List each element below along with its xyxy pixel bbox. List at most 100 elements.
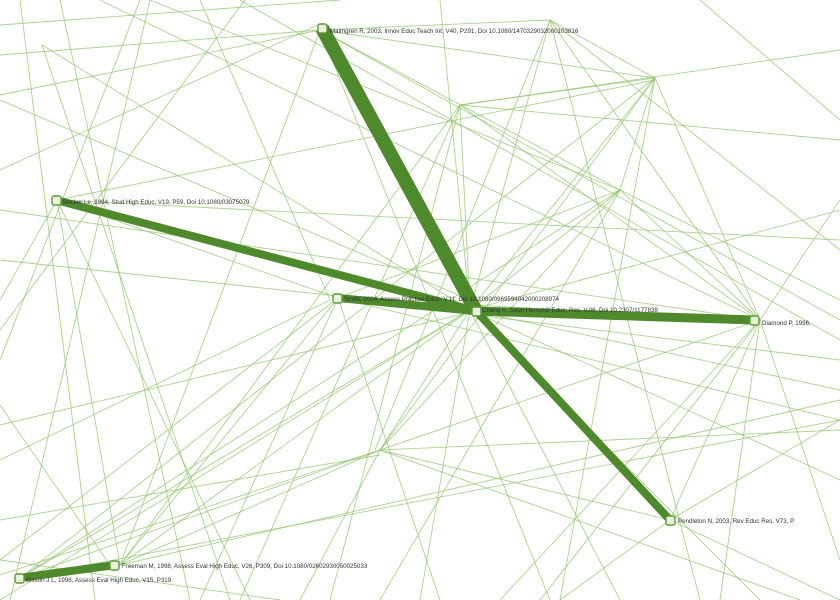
network-edge-92 xyxy=(379,189,621,600)
network-edge-86 xyxy=(19,189,621,579)
network-edge-12 xyxy=(0,199,58,301)
strong-link-2 xyxy=(337,294,477,315)
network-edge-77 xyxy=(759,199,840,321)
network-edge-9 xyxy=(0,454,381,521)
network-edge-94 xyxy=(469,209,840,311)
network-edge-74 xyxy=(337,189,621,299)
network-edge-75 xyxy=(337,297,441,600)
network-edge-78 xyxy=(669,319,761,521)
network-edge-30 xyxy=(319,29,551,600)
network-edge-58 xyxy=(19,449,381,579)
network-edge-44 xyxy=(469,77,656,311)
node-bottom[interactable] xyxy=(109,560,120,571)
heavy-edges-layer xyxy=(18,24,755,582)
network-edge-35 xyxy=(329,104,461,600)
network-edge-56 xyxy=(379,429,840,451)
network-edge-70 xyxy=(119,297,339,566)
node-mid[interactable] xyxy=(332,293,343,304)
node-hub[interactable] xyxy=(471,306,482,317)
network-edge-48 xyxy=(654,77,761,321)
network-edge-22 xyxy=(56,199,121,566)
network-edge-84 xyxy=(559,519,671,600)
network-edge-0 xyxy=(0,27,331,96)
network-edge-34 xyxy=(459,104,761,321)
network-edge-51 xyxy=(619,189,840,301)
node-left[interactable] xyxy=(51,195,62,206)
network-edge-80 xyxy=(759,319,840,561)
network-edge-90 xyxy=(0,449,381,576)
network-edge-46 xyxy=(379,77,656,451)
network-edge-65 xyxy=(419,309,471,600)
network-edge-41 xyxy=(374,19,551,451)
network-edge-66 xyxy=(19,309,471,579)
node-label-left: Becker Le, 1994, Stud High Educ, V19, P5… xyxy=(63,199,250,206)
network-edge-50 xyxy=(619,189,761,321)
node-label-bottom: Freeman M, 1998, Assess Eval High Educ, … xyxy=(122,563,368,570)
network-edge-89 xyxy=(119,399,840,566)
network-edge-7 xyxy=(0,309,481,426)
network-edge-71 xyxy=(199,297,339,600)
node-label-hub: Chang K, Seon Hemphill Educ, Res, V.06, … xyxy=(482,307,658,314)
node-lowright[interactable] xyxy=(665,515,676,526)
network-edge-91 xyxy=(239,104,461,600)
network-edge-2 xyxy=(0,0,341,26)
network-edge-53 xyxy=(379,309,471,451)
network-edge-82 xyxy=(669,419,840,521)
network-edge-59 xyxy=(299,449,381,600)
network-edge-24 xyxy=(199,0,331,301)
network-edge-45 xyxy=(619,77,656,191)
network-edge-10 xyxy=(0,559,281,600)
network-edge-85 xyxy=(19,419,840,579)
network-edge-11 xyxy=(0,404,111,566)
node-labels: Chang K, Seon Hemphill Educ, Res, V.06, … xyxy=(26,28,811,584)
network-edge-37 xyxy=(459,104,840,141)
network-edge-60 xyxy=(379,449,801,600)
strong-link-3 xyxy=(475,306,755,325)
network-edge-27 xyxy=(319,29,656,79)
network-edge-16 xyxy=(41,44,471,311)
node-label-top: Malmgren R, 2003, Innov Educ Teach Int, … xyxy=(330,28,579,35)
network-edge-1 xyxy=(0,29,321,56)
network-edge-96 xyxy=(0,209,761,321)
network-edge-42 xyxy=(549,19,701,600)
network-edge-62 xyxy=(469,309,840,481)
network-edge-21 xyxy=(56,199,251,600)
node-top[interactable] xyxy=(317,23,328,34)
network-edge-8 xyxy=(0,299,331,461)
network-edge-99 xyxy=(459,49,840,106)
network-edge-87 xyxy=(19,77,656,579)
network-edge-29 xyxy=(319,29,621,191)
strong-link-5 xyxy=(18,561,116,582)
network-edge-79 xyxy=(719,319,761,600)
strong-link-0 xyxy=(315,24,483,315)
network-edge-20 xyxy=(56,79,656,201)
network-edge-15 xyxy=(9,0,151,600)
network-edge-93 xyxy=(499,319,761,600)
node-right[interactable] xyxy=(749,315,760,326)
network-edge-40 xyxy=(549,19,761,321)
network-edge-52 xyxy=(379,189,621,451)
network-edge-26 xyxy=(319,19,551,31)
network-edge-32 xyxy=(439,0,471,311)
network-edge-83 xyxy=(669,519,840,600)
network-edge-17 xyxy=(41,44,231,600)
network-edge-3 xyxy=(0,24,319,171)
node-bottomleft[interactable] xyxy=(14,573,25,584)
network-edge-14 xyxy=(19,0,96,600)
network-edge-49 xyxy=(469,189,621,311)
network-edge-67 xyxy=(119,309,471,566)
node-label-bottomleft: Bisson J L, 1998, Assess Eval High Educ,… xyxy=(26,577,172,584)
network-edge-47 xyxy=(559,77,656,600)
network-edge-61 xyxy=(469,309,840,391)
network-edge-69 xyxy=(0,297,339,561)
network-edge-6 xyxy=(0,0,246,331)
node-markers xyxy=(14,23,760,584)
strong-link-1 xyxy=(54,196,478,315)
network-edge-23 xyxy=(99,0,761,321)
network-edge-39 xyxy=(549,19,656,79)
network-edge-54 xyxy=(379,319,761,451)
strong-link-4 xyxy=(473,308,673,523)
